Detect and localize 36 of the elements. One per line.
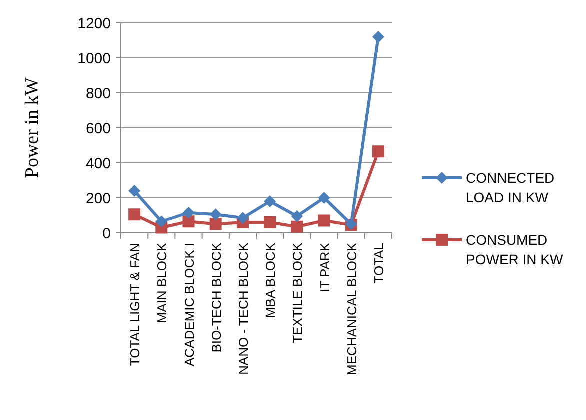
point bbox=[372, 31, 384, 43]
x-tick-label: TOTAL bbox=[371, 243, 386, 284]
point bbox=[236, 212, 249, 224]
x-tick-label: IT PARK bbox=[317, 242, 332, 292]
x-tick-label: TOTAL LIGHT & FAN bbox=[128, 243, 143, 366]
point bbox=[128, 208, 141, 221]
y-tick-label: 200 bbox=[86, 190, 111, 208]
y-axis-title: Power in kW bbox=[22, 78, 43, 178]
point bbox=[128, 185, 141, 197]
point bbox=[372, 146, 384, 158]
y-tick-label: 600 bbox=[86, 120, 111, 138]
point bbox=[291, 210, 304, 222]
point bbox=[156, 216, 168, 228]
x-tick-label: MBA BLOCK bbox=[263, 242, 278, 318]
y-tick-label: 1200 bbox=[78, 15, 111, 32]
y-tick-label: 400 bbox=[86, 155, 111, 172]
point bbox=[210, 218, 222, 230]
x-tick-label: MECHANICAL BLOCK bbox=[344, 242, 360, 376]
point bbox=[264, 216, 276, 228]
y-tick-label: 1000 bbox=[78, 50, 111, 68]
point bbox=[291, 220, 304, 233]
point bbox=[210, 208, 222, 221]
point bbox=[182, 216, 195, 228]
y-tick-label: 0 bbox=[102, 225, 111, 242]
legend-label: CONNECTED LOAD IN KW bbox=[466, 170, 555, 206]
x-tick-label: TEXTILE BLOCK bbox=[290, 242, 306, 344]
point bbox=[318, 214, 330, 227]
legend-label: CONSUMED POWER IN KW bbox=[466, 232, 564, 268]
x-tick-label: BIO-TECH BLOCK bbox=[208, 242, 224, 353]
point bbox=[264, 196, 276, 208]
point bbox=[182, 206, 195, 219]
point bbox=[318, 192, 330, 204]
y-tick-label: 800 bbox=[86, 85, 111, 102]
x-tick-label: ACADEMIC BLOCK I bbox=[182, 243, 197, 367]
x-tick-label: MAIN BLOCK bbox=[154, 242, 170, 324]
x-tick-label: NANO - TECH BLOCK bbox=[236, 242, 251, 375]
